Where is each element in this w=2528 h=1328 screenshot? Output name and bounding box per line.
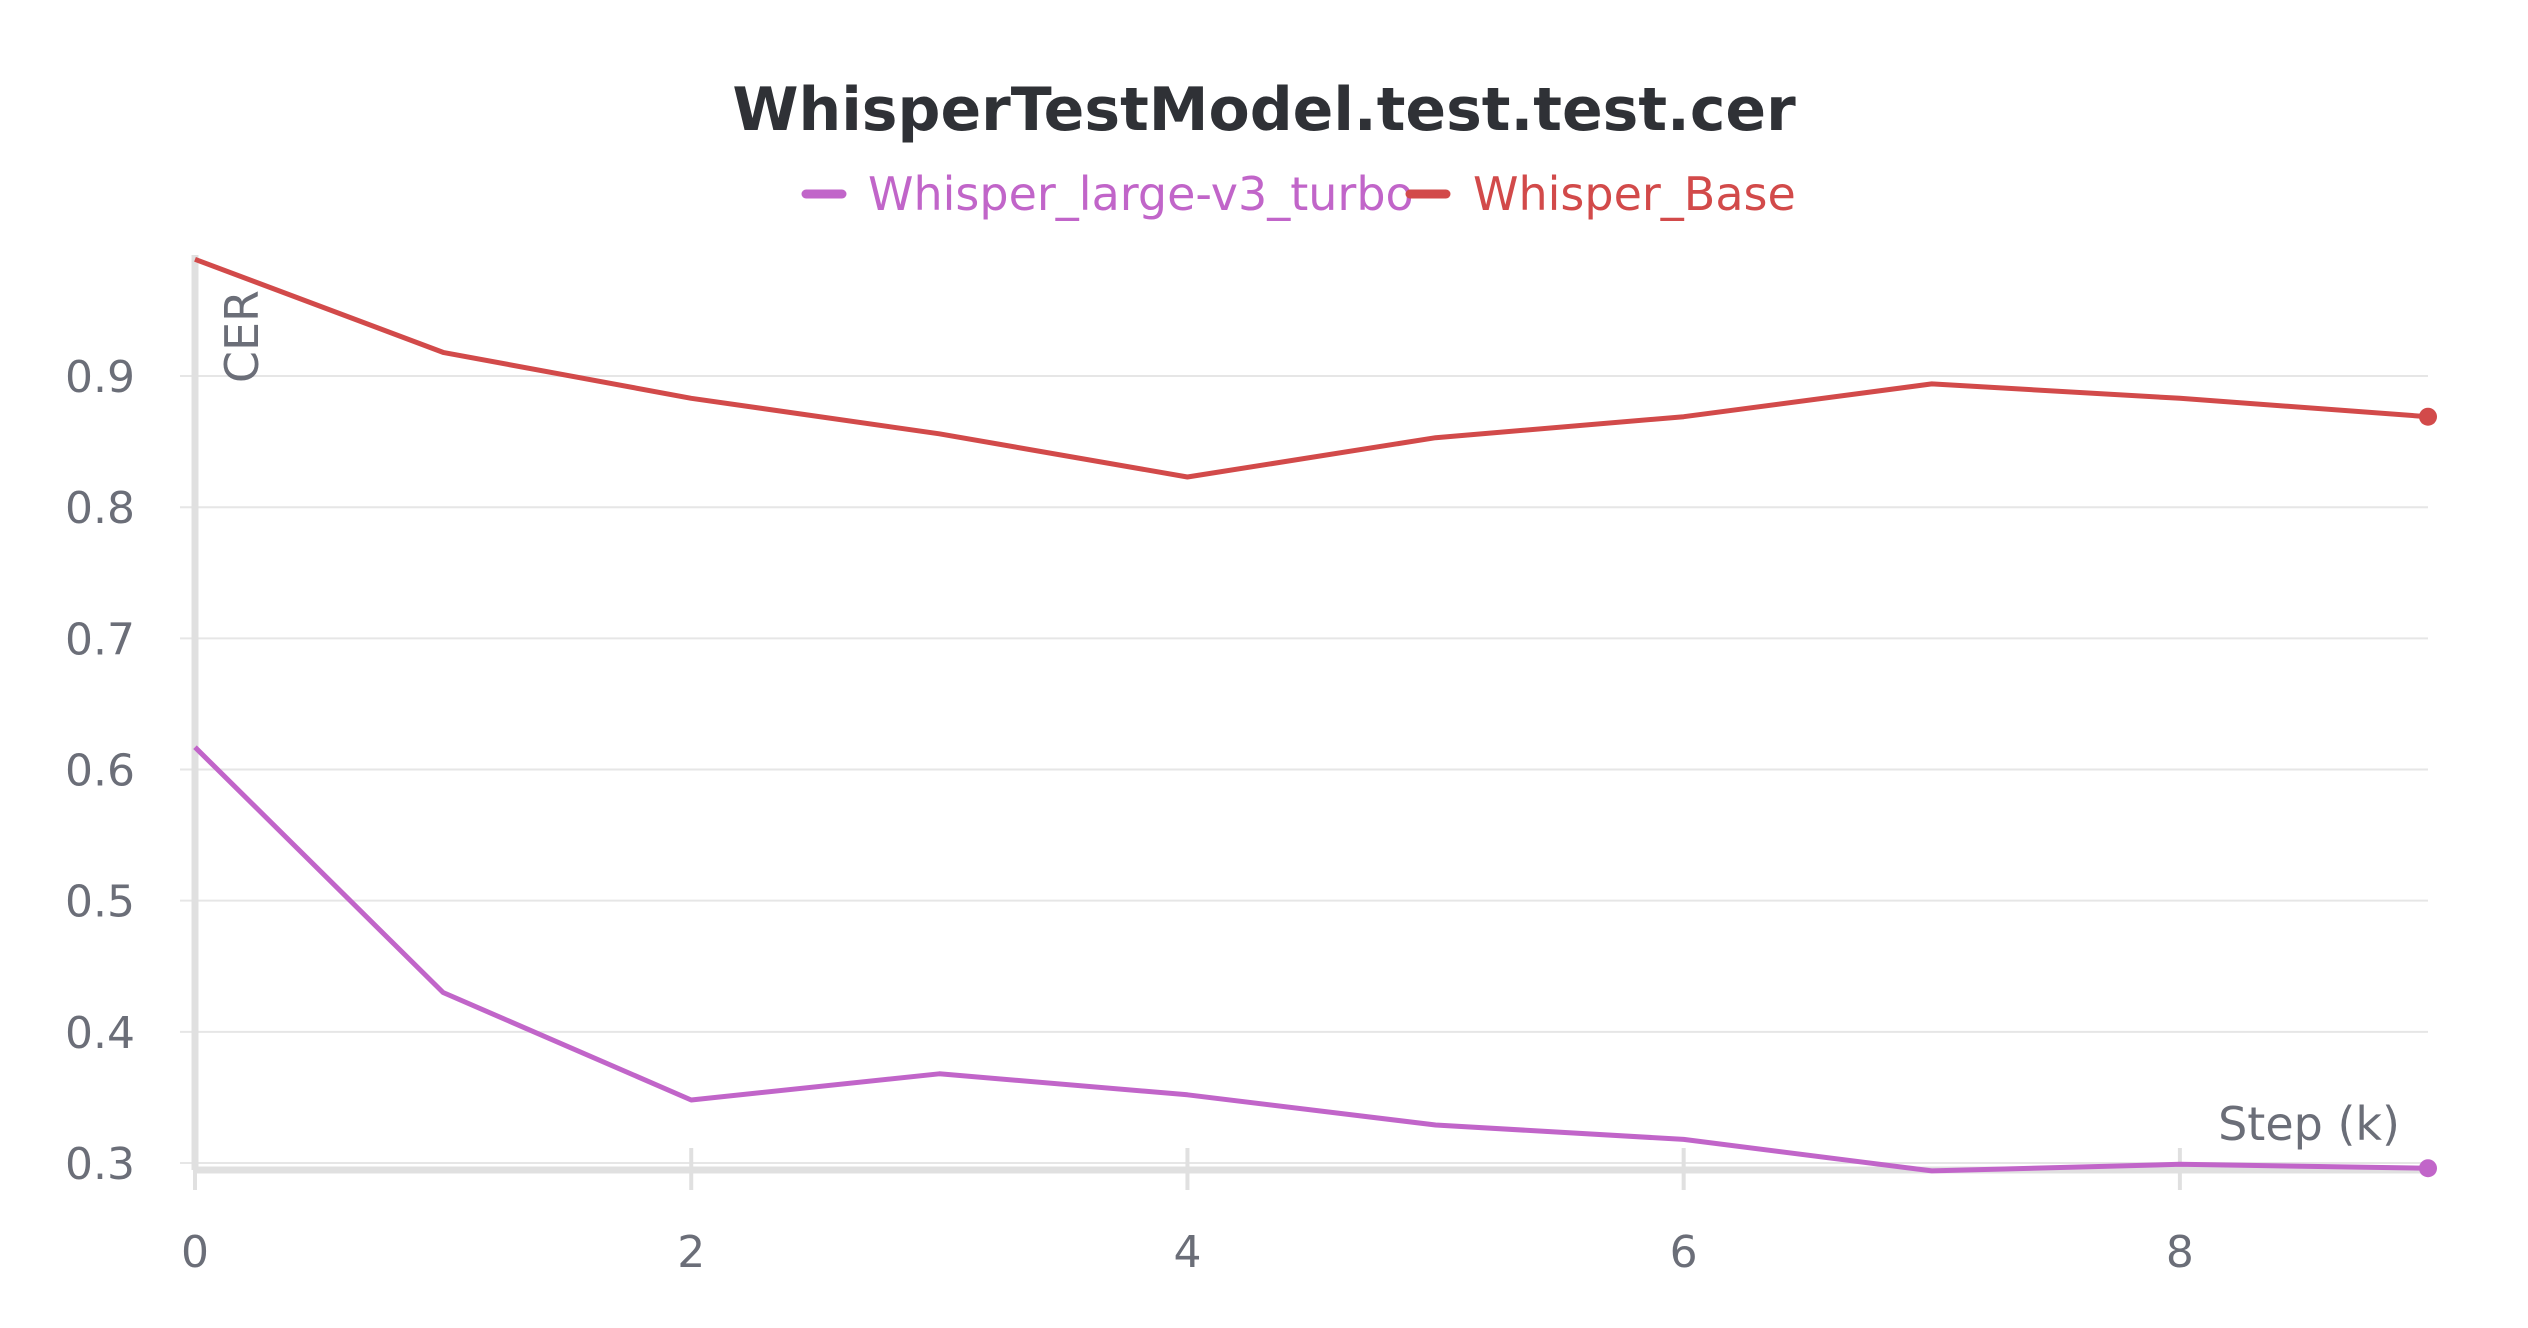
x-tick-label: 4 bbox=[1173, 1227, 1201, 1278]
series-end-point-0 bbox=[2419, 1159, 2437, 1178]
y-tick-label: 0.4 bbox=[65, 1008, 135, 1059]
y-tick-label: 0.8 bbox=[65, 483, 135, 534]
y-tick-label: 0.6 bbox=[65, 746, 135, 797]
y-tick-label: 0.5 bbox=[65, 877, 135, 928]
y-tick-label: 0.9 bbox=[65, 352, 135, 403]
x-tick-label: 6 bbox=[1670, 1227, 1698, 1278]
x-tick-label: 2 bbox=[677, 1227, 705, 1278]
grid-lines bbox=[180, 375, 2428, 1164]
series-group bbox=[193, 256, 2437, 1178]
series-end-point-1 bbox=[2419, 407, 2437, 426]
series-line-1 bbox=[194, 256, 2429, 480]
legend: Whisper_large-v3_turbo Whisper_Base bbox=[801, 167, 1796, 221]
series-line-0 bbox=[193, 745, 2429, 1174]
x-axis-label: Step (k) bbox=[2218, 1097, 2400, 1151]
chart-title: WhisperTestModel.test.test.cer bbox=[732, 75, 1796, 145]
legend-entry: Whisper_large-v3_turbo bbox=[868, 167, 1414, 221]
x-tick-label: 8 bbox=[2166, 1227, 2194, 1278]
tick-labels: 0.3 0.4 0.5 0.6 0.7 0.8 0.9 0 2 4 6 8 bbox=[65, 352, 2194, 1278]
y-tick-label: 0.7 bbox=[65, 614, 135, 665]
y-axis-label: CER bbox=[215, 290, 269, 383]
y-tick-label: 0.3 bbox=[65, 1139, 135, 1190]
legend-entry: Whisper_Base bbox=[1473, 167, 1796, 221]
x-tick-label: 0 bbox=[181, 1227, 209, 1278]
